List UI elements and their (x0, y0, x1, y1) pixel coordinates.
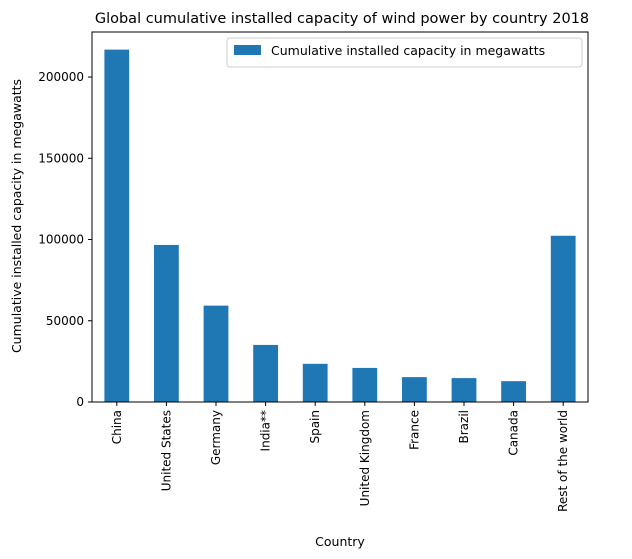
x-tick-label: China (110, 410, 124, 444)
x-tick-label: France (407, 410, 421, 450)
bar (352, 367, 378, 402)
legend-swatch (234, 45, 261, 55)
y-axis: 0 50000 100000 150000 200000 (38, 70, 92, 409)
bar (402, 377, 427, 402)
bar (550, 235, 576, 402)
x-axis: China United States Germany India** Spain Uni… (110, 402, 570, 512)
bars (104, 49, 576, 403)
bar (253, 344, 278, 402)
y-tick-label: 100000 (38, 233, 84, 247)
plot-frame (91, 31, 589, 403)
chart-title: Global cumulative installed capacity of … (95, 11, 589, 27)
legend: Cumulative installed capacity in megawat… (226, 37, 583, 68)
bar (203, 305, 229, 402)
x-tick-label: Spain (308, 410, 322, 444)
plot-area: 0 50000 100000 150000 200000 China United Sta… (38, 31, 589, 512)
x-tick-label: Brazil (457, 410, 471, 444)
y-tick-label: 50000 (46, 314, 84, 328)
x-tick-label: Rest of the world (556, 410, 570, 512)
bar (302, 363, 328, 402)
bar (154, 244, 179, 402)
x-tick-label: United Kingdom (358, 410, 372, 506)
y-tick-label: 150000 (38, 151, 84, 165)
y-tick-label: 200000 (38, 70, 84, 84)
legend-label: Cumulative installed capacity in megawat… (271, 43, 545, 58)
y-axis-label: Cumulative installed capacity in megawat… (9, 79, 24, 353)
bar (451, 378, 477, 402)
bar (104, 49, 130, 403)
x-tick-label: United States (159, 410, 173, 491)
y-tick-label: 0 (76, 395, 84, 409)
legend-box (226, 37, 583, 68)
x-tick-label: India** (259, 410, 273, 451)
x-tick-label: Canada (507, 410, 521, 456)
x-tick-label: Germany (209, 410, 223, 465)
x-axis-label: Country (315, 534, 365, 549)
bar (501, 381, 526, 402)
